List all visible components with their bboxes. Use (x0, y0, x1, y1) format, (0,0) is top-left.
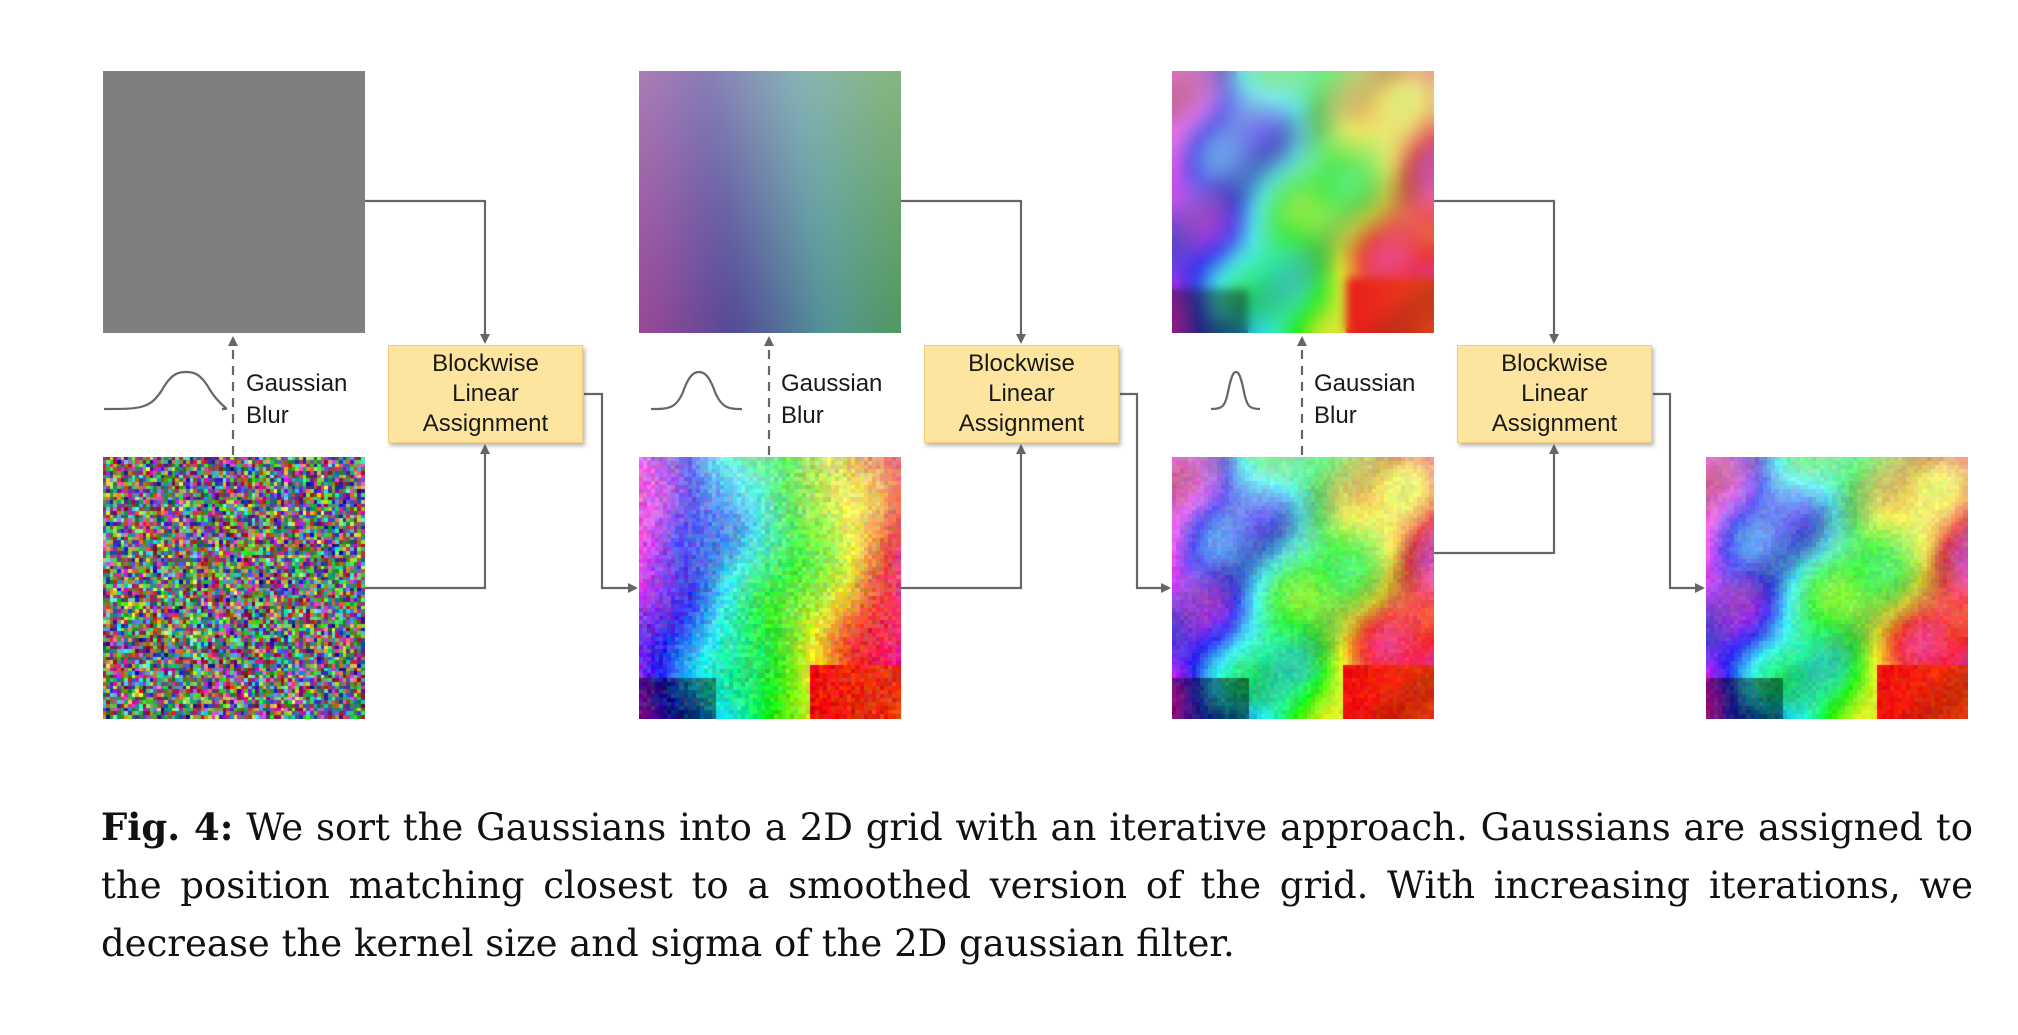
gaussian-blur-label-1: Gaussian Blur (246, 370, 348, 429)
figure-caption: Fig. 4: We sort the Gaussians into a 2D … (101, 798, 1973, 973)
wire-bottom-1 (364, 444, 490, 590)
grid-random-initial (103, 457, 365, 719)
wire-out-2 (1120, 392, 1171, 593)
assignment-box-3: Blockwise Linear Assignment (1457, 345, 1652, 443)
figure: Blockwise Linear Assignment Blockwise Li… (103, 71, 1968, 719)
assignment-box-2: Blockwise Linear Assignment (924, 345, 1119, 443)
grid-iter2-sorted (1172, 457, 1434, 719)
wire-top-2 (900, 199, 1026, 344)
wire-bottom-2 (900, 444, 1026, 590)
gaussian-curve-medium-icon (650, 370, 743, 411)
grid-iter2-smoothed (1172, 71, 1434, 333)
gaussian-blur-label-2: Gaussian Blur (781, 370, 883, 429)
grid-iter1-sorted (639, 457, 901, 719)
wire-out-3 (1653, 392, 1705, 593)
caption-text: We sort the Gaussians into a 2D grid wit… (101, 806, 1973, 965)
gaussian-blur-label-3: Gaussian Blur (1314, 370, 1416, 429)
assignment-box-1: Blockwise Linear Assignment (388, 345, 583, 443)
wire-bottom-3 (1433, 444, 1559, 555)
wire-out-1 (584, 392, 638, 593)
grid-final-sorted (1706, 457, 1968, 719)
wire-top-1 (364, 199, 490, 344)
grid-iter1-smoothed (639, 71, 901, 333)
connector-lines (103, 199, 1705, 593)
grid-gray-smoothed (103, 71, 365, 333)
wire-top-3 (1433, 199, 1559, 344)
gaussian-curve-narrow-icon (1210, 370, 1261, 411)
gaussian-curve-wide-icon (103, 370, 228, 411)
caption-label: Fig. 4: (101, 805, 234, 849)
